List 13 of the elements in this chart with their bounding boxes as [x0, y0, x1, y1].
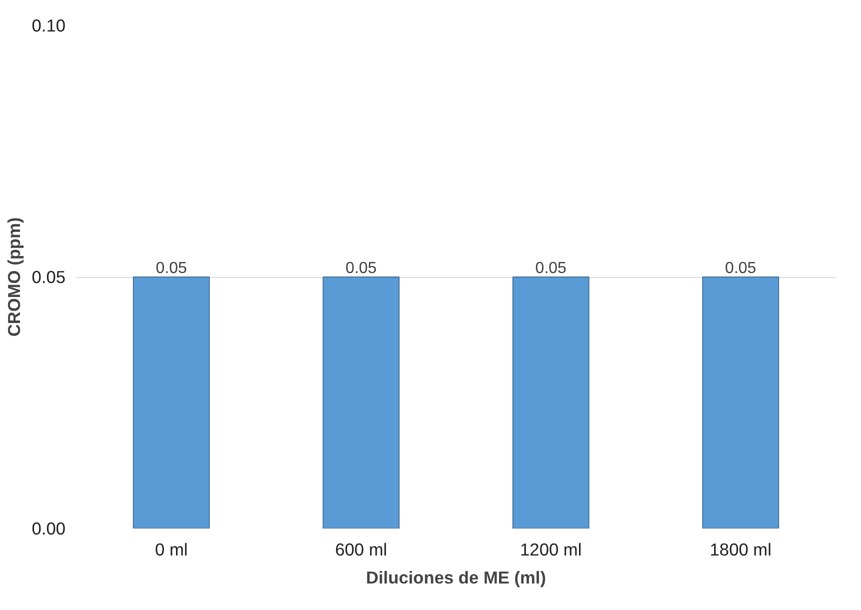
- data-label: 0.05: [156, 260, 188, 277]
- data-label: 0.05: [535, 260, 567, 277]
- x-axis-title: Diluciones de ME (ml): [366, 568, 546, 588]
- data-label: 0.05: [725, 260, 756, 277]
- y-tick-label: 0.00: [32, 518, 66, 538]
- y-tick-label: 0.05: [32, 267, 66, 287]
- data-label: 0.05: [346, 260, 377, 277]
- x-tick-label: 600 ml: [335, 540, 388, 560]
- x-tick-label: 1200 ml: [520, 540, 582, 560]
- x-tick-label: 0 ml: [155, 540, 188, 560]
- y-axis-title: CROMO (ppm): [4, 217, 24, 337]
- x-tick-label: 1800 ml: [710, 540, 772, 560]
- y-tick-label: 0.10: [32, 16, 66, 36]
